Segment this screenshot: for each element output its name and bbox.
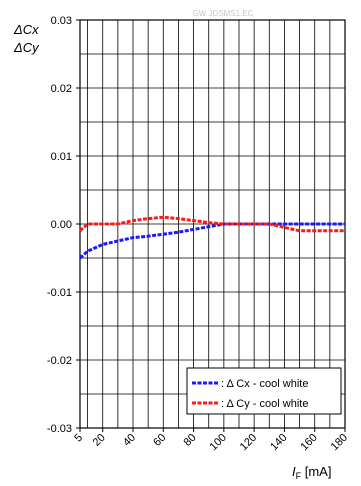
x-axis-label-subscript: F <box>296 471 302 481</box>
y-tick-label: 0.02 <box>51 83 72 95</box>
y-axis-label-cx: ΔCx <box>13 22 39 37</box>
x-tick-label: 100 <box>208 432 229 453</box>
x-tick-label: 180 <box>329 432 350 453</box>
watermark-text: GW JDSMS1.EC <box>193 9 254 18</box>
x-tick-label: 40 <box>121 432 138 449</box>
y-tick-label: 0.00 <box>51 219 72 231</box>
legend: : Δ Cx - cool white : Δ Cy - cool white <box>186 367 342 415</box>
x-tick-label: 60 <box>151 432 168 449</box>
y-tick-label: -0.02 <box>47 355 72 367</box>
y-axis-label-cy: ΔCy <box>13 40 40 55</box>
legend-label-cy: : Δ Cy - cool white <box>221 398 308 410</box>
x-tick-label: 140 <box>268 432 289 453</box>
legend-label-cx: : Δ Cx - cool white <box>221 378 308 390</box>
series-group <box>78 215 345 260</box>
y-tick-label: -0.03 <box>47 423 72 435</box>
x-tick-label: 5 <box>72 432 85 445</box>
legend-box <box>186 367 342 415</box>
y-tick-label: -0.01 <box>47 287 72 299</box>
y-tick-label: 0.01 <box>51 151 72 163</box>
x-axis-label-unit: [mA] <box>301 464 331 479</box>
series-line-cx <box>78 222 345 260</box>
series-line-cy <box>78 215 345 233</box>
x-tick-label: 160 <box>298 432 319 453</box>
x-tick-label: 80 <box>182 432 199 449</box>
x-tick-label: 20 <box>91 432 108 449</box>
x-axis-label-symbol: I <box>292 464 296 479</box>
x-tick-label: 120 <box>238 432 259 453</box>
x-axis-label: IF [mA] <box>292 464 331 481</box>
y-tick-label: 0.03 <box>51 15 72 27</box>
